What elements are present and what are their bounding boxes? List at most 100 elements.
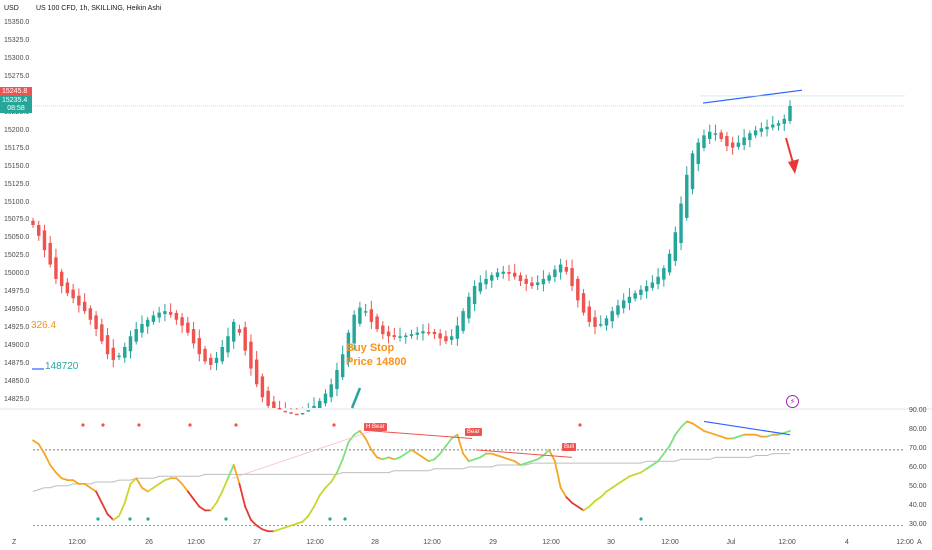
candle-body bbox=[71, 289, 75, 299]
oscillator-segment bbox=[697, 426, 705, 432]
divergence-line bbox=[475, 449, 573, 458]
candle-body bbox=[323, 393, 328, 404]
oscillator-segment bbox=[353, 430, 361, 436]
oscillator-segment bbox=[783, 430, 791, 434]
candle-body bbox=[730, 142, 735, 148]
candle-body bbox=[105, 335, 110, 355]
oscillator-segment bbox=[433, 452, 442, 461]
candle-body bbox=[174, 312, 179, 320]
candle-body bbox=[346, 332, 351, 363]
sell-signal-dot bbox=[332, 423, 336, 427]
candle-body bbox=[490, 275, 494, 281]
oscillator-axis-label: 30.00 bbox=[909, 520, 927, 528]
oscillator-segment bbox=[525, 460, 533, 464]
oscillator-segment bbox=[467, 458, 476, 463]
price-axis-label: 15200.0 bbox=[4, 126, 30, 134]
oscillator-segment bbox=[227, 464, 235, 480]
oscillator-segment bbox=[358, 430, 367, 440]
candle-body bbox=[484, 278, 488, 285]
candle-body bbox=[444, 336, 448, 342]
candle-body bbox=[295, 413, 299, 416]
oscillator-segment bbox=[662, 445, 671, 455]
buy-stop-annotation-line1[interactable]: Buy Stop bbox=[346, 342, 395, 354]
candle-body bbox=[381, 325, 385, 335]
candle-body bbox=[667, 253, 672, 273]
price-axis-label: 15025.0 bbox=[4, 252, 30, 260]
time-axis-label: 26 bbox=[145, 539, 153, 546]
oscillator-segment bbox=[83, 483, 92, 489]
oscillator-segment bbox=[576, 505, 585, 512]
sell-signal-dot bbox=[234, 423, 238, 427]
candle-body bbox=[553, 269, 557, 278]
oscillator-segment bbox=[731, 435, 740, 440]
oscillator-segment bbox=[347, 433, 356, 444]
oscillator-segment bbox=[542, 448, 551, 457]
drawings bbox=[32, 89, 905, 409]
oscillator-signal-line bbox=[32, 453, 790, 492]
buy-signal-dot bbox=[343, 517, 347, 521]
candle-body bbox=[765, 126, 769, 130]
candle-body bbox=[713, 133, 718, 135]
oscillator-segment bbox=[565, 496, 573, 504]
oscillator-segment bbox=[164, 477, 172, 482]
auto-scale-button[interactable]: A bbox=[917, 539, 922, 546]
oscillator-segment bbox=[192, 498, 201, 508]
candle-body bbox=[237, 329, 242, 333]
oscillator-segment bbox=[410, 448, 419, 455]
oscillator-axis-label: 90.00 bbox=[909, 407, 927, 414]
candle-body bbox=[220, 347, 224, 362]
price-axis-label: 15100.0 bbox=[4, 198, 30, 206]
oscillator-segment bbox=[181, 483, 189, 493]
candle-body bbox=[633, 293, 637, 299]
oscillator-segment bbox=[680, 420, 688, 429]
lightning-icon[interactable]: ⚡ bbox=[786, 395, 799, 408]
oscillator-pane bbox=[32, 420, 905, 533]
candle-body bbox=[283, 410, 288, 413]
oscillator-segment bbox=[215, 490, 224, 504]
oscillator-segment bbox=[175, 477, 184, 485]
buy-signal-dot bbox=[146, 517, 150, 521]
candle-body bbox=[627, 296, 632, 303]
candle-body bbox=[449, 336, 454, 340]
candle-body bbox=[123, 347, 127, 358]
oscillator-segment bbox=[422, 456, 430, 463]
candle-body bbox=[243, 327, 247, 351]
time-axis-label: 30 bbox=[607, 539, 615, 546]
currency-label[interactable]: USD bbox=[4, 5, 19, 12]
oscillator-segment bbox=[123, 483, 132, 504]
buy-signal-dot bbox=[328, 517, 332, 521]
oscillator-segment bbox=[393, 456, 401, 461]
price-axis-label: 15300.0 bbox=[4, 55, 30, 63]
candle-body bbox=[117, 355, 121, 358]
sell-signal-dot bbox=[188, 423, 192, 427]
time-axis-label: 12:00 bbox=[661, 539, 679, 546]
candle-body bbox=[409, 334, 414, 336]
candle-body bbox=[782, 118, 786, 124]
candle-body bbox=[639, 289, 643, 296]
buy-stop-annotation-line2[interactable]: Price 14800 bbox=[346, 356, 407, 368]
candle-body bbox=[300, 413, 305, 415]
candle-body bbox=[662, 268, 666, 280]
candle-body bbox=[547, 275, 551, 281]
oscillator-segment bbox=[496, 454, 505, 459]
divergence-line bbox=[703, 420, 791, 436]
candle-body bbox=[742, 137, 746, 146]
oscillator-segment bbox=[508, 458, 516, 463]
timezone-button[interactable]: Z bbox=[12, 539, 17, 546]
candle-body bbox=[478, 282, 483, 292]
candle-body bbox=[507, 272, 511, 274]
candle-body bbox=[707, 131, 712, 139]
candle-body bbox=[558, 264, 563, 273]
oscillator-segment bbox=[479, 452, 487, 459]
oscillator-segment bbox=[622, 475, 631, 482]
price-axis-label: 14975.0 bbox=[4, 288, 30, 296]
price-axis-label: 14875.0 bbox=[4, 359, 30, 367]
oscillator-segment bbox=[599, 490, 608, 499]
candle-body bbox=[363, 311, 368, 313]
candle-body bbox=[306, 410, 310, 412]
oscillator-segment bbox=[364, 437, 373, 451]
oscillator-segment bbox=[336, 458, 344, 474]
oscillator-segment bbox=[462, 452, 470, 463]
